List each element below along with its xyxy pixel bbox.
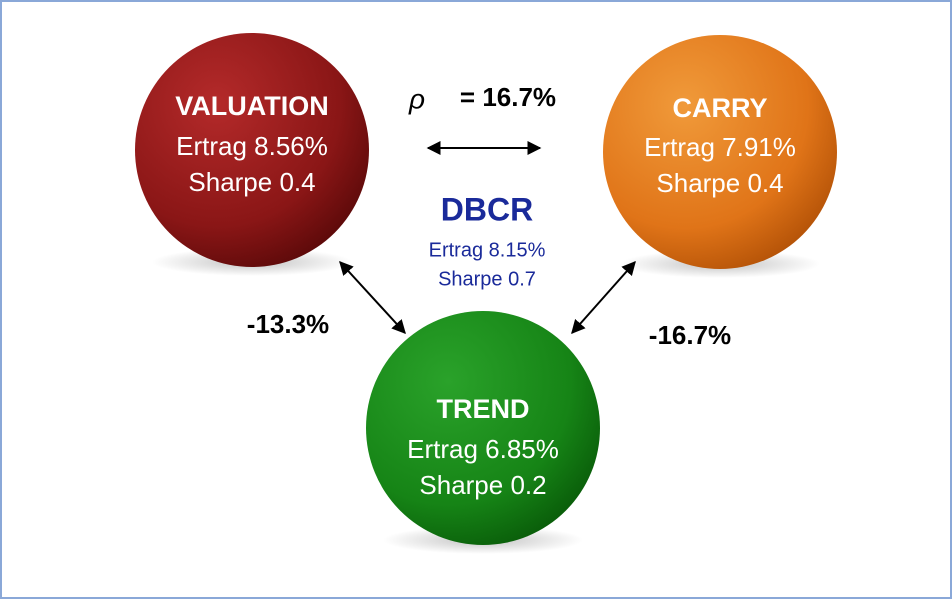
node-title: CARRY	[672, 93, 767, 123]
center-title: DBCR	[441, 191, 533, 227]
node-title: TREND	[437, 394, 530, 424]
node-circle	[135, 33, 369, 267]
node-text: Sharpe 0.2	[419, 470, 546, 500]
arrow	[339, 260, 406, 335]
node-text: Ertrag 7.91%	[644, 132, 796, 162]
correlation: -16.7%	[649, 320, 731, 350]
correlation: -13.3%	[247, 309, 329, 339]
node-circle	[603, 35, 837, 269]
node-text: Ertrag 6.85%	[407, 434, 559, 464]
node-circle	[366, 311, 600, 545]
rho-symbol: ρ	[408, 83, 425, 114]
node-title: VALUATION	[175, 91, 328, 121]
correlation: = 16.7%	[460, 82, 556, 112]
node-text: Ertrag 8.56%	[176, 131, 328, 161]
arrow	[571, 260, 636, 335]
node-text: Sharpe 0.4	[656, 168, 783, 198]
node-text: Sharpe 0.4	[188, 167, 315, 197]
center-text: Sharpe 0.7	[438, 268, 536, 290]
center-text: Ertrag 8.15%	[429, 239, 546, 261]
